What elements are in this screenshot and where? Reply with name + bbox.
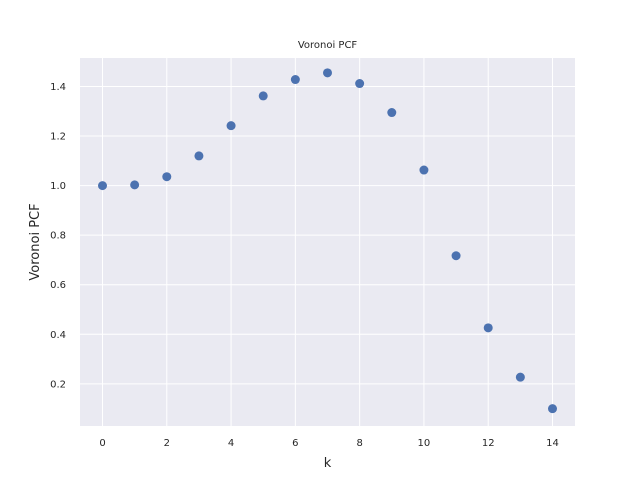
x-axis-ticks: 0 2 4 6 8 10 12 14 <box>99 438 559 449</box>
y-tick-label: 0.4 <box>50 330 66 341</box>
data-point <box>548 404 557 414</box>
data-point <box>515 372 525 382</box>
x-tick-label: 12 <box>482 438 495 449</box>
data-point <box>451 251 461 261</box>
y-axis-ticks: 0.2 0.4 0.6 0.8 1.0 1.2 1.4 <box>50 82 66 390</box>
data-point <box>162 172 172 182</box>
y-tick-label: 0.2 <box>50 379 66 390</box>
x-tick-label: 8 <box>356 438 362 449</box>
data-point <box>226 121 236 131</box>
x-tick-label: 0 <box>99 438 105 449</box>
x-tick-label: 14 <box>546 438 559 449</box>
data-point <box>323 68 332 78</box>
x-tick-label: 10 <box>418 438 431 449</box>
data-point <box>387 108 397 118</box>
data-point <box>130 180 140 190</box>
y-tick-label: 0.6 <box>50 280 66 291</box>
x-axis-label: k <box>324 456 332 471</box>
x-tick-label: 2 <box>164 438 170 449</box>
x-tick-label: 6 <box>292 438 298 449</box>
data-point <box>483 323 493 333</box>
y-axis-label: Voronoi PCF <box>28 203 43 280</box>
data-point <box>355 79 365 89</box>
y-tick-label: 1.2 <box>50 132 66 143</box>
chart-title: Voronoi PCF <box>298 40 358 51</box>
data-point <box>419 165 429 175</box>
grid-lines <box>80 58 575 426</box>
y-tick-label: 1.0 <box>50 181 66 192</box>
data-point <box>290 75 300 85</box>
y-tick-label: 0.8 <box>50 231 66 242</box>
data-point <box>194 151 204 161</box>
x-tick-label: 4 <box>228 438 234 449</box>
data-points <box>98 68 557 414</box>
plot-area <box>80 58 575 426</box>
data-point <box>98 181 107 191</box>
y-tick-label: 1.4 <box>50 82 66 93</box>
data-point <box>258 91 268 101</box>
